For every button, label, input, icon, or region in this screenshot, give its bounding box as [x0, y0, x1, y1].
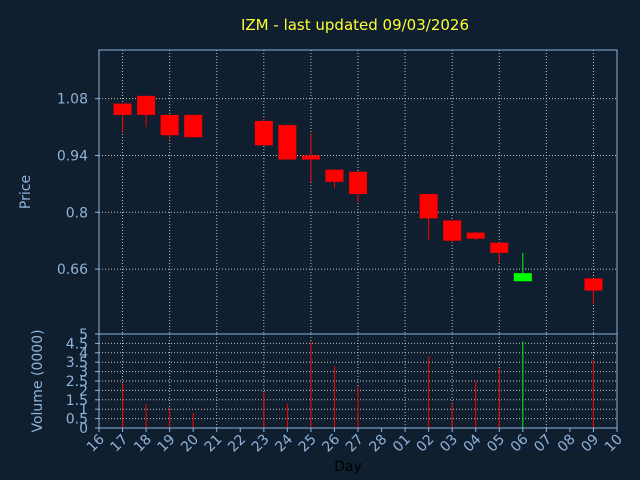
candle-body	[490, 242, 509, 253]
volume-y-ticks: 00.511.522.533.544.55	[66, 327, 99, 437]
x-tick-label: 25	[296, 432, 320, 456]
x-tick-label: 21	[202, 432, 226, 456]
volume-tick-label: 0	[79, 421, 88, 437]
price-tick-label: 1.08	[57, 92, 88, 108]
candle-body	[584, 278, 603, 291]
volume-tick-label: 1	[79, 402, 88, 418]
x-tick-label: 06	[508, 431, 532, 455]
x-axis-label: Day	[334, 459, 362, 475]
x-tick-label: 19	[155, 432, 179, 456]
candle-body	[513, 273, 532, 282]
x-tick-label: 10	[602, 432, 626, 456]
candle-body	[349, 171, 367, 195]
x-tick-label: 01	[390, 432, 414, 456]
price-tick-label: 0.8	[66, 205, 88, 221]
candle-body	[113, 103, 132, 115]
price-gridlines	[99, 50, 617, 334]
volume-tick-label: 3	[79, 365, 88, 381]
candle-body	[443, 220, 462, 241]
volume-tick-label: 3.5	[66, 355, 88, 371]
price-candles	[113, 95, 603, 304]
x-tick-label: 28	[366, 432, 390, 456]
x-tick-label: 09	[578, 432, 602, 456]
price-tick-label: 0.94	[57, 148, 88, 164]
volume-tick-label: 4	[79, 346, 88, 362]
x-tick-label: 23	[249, 432, 273, 456]
candle-body	[254, 121, 273, 146]
volume-axis-label: Volume (0000)	[30, 329, 46, 432]
volume-tick-label: 2	[79, 383, 88, 399]
candle-body	[325, 169, 344, 182]
x-tick-label: 27	[343, 432, 367, 456]
candle-body	[278, 125, 297, 160]
x-tick-label: 04	[461, 431, 485, 455]
x-tick-label: 22	[225, 432, 249, 456]
x-tick-label: 26	[319, 431, 343, 455]
volume-tick-label: 5	[79, 327, 88, 343]
x-tick-label: 20	[178, 432, 202, 456]
candle-body	[301, 155, 320, 160]
x-tick-label: 07	[531, 432, 555, 456]
x-tick-label: 17	[107, 432, 131, 456]
candle-body	[419, 194, 438, 219]
volume-tick-label: 0.5	[66, 412, 88, 428]
volume-bars	[122, 341, 594, 428]
x-tick-label: 24	[272, 431, 296, 455]
x-tick-label: 02	[414, 432, 438, 456]
volume-tick-label: 4.5	[66, 336, 88, 352]
chart-title: IZM - last updated 09/03/2026	[241, 16, 469, 34]
x-tick-label: 18	[131, 432, 155, 456]
candle-body	[466, 232, 485, 239]
x-tick-label: 05	[484, 432, 508, 456]
price-tick-label: 0.66	[57, 262, 88, 278]
x-axis-ticks: 16 17 18 19 20 21 22 23 24 25 26 27 28 01 02 03 04 05 06 07…	[84, 428, 626, 455]
price-axis-label: Price	[18, 175, 34, 209]
candle-body	[160, 114, 179, 136]
x-tick-label: 03	[437, 432, 461, 456]
candle-body	[184, 114, 203, 138]
candle-body	[137, 95, 156, 115]
x-tick-label: 08	[555, 432, 579, 456]
price-y-ticks: 0.66 0.8 0.94 1.08	[57, 92, 99, 278]
volume-tick-label: 1.5	[66, 393, 88, 409]
volume-tick-label: 2.5	[66, 374, 88, 390]
